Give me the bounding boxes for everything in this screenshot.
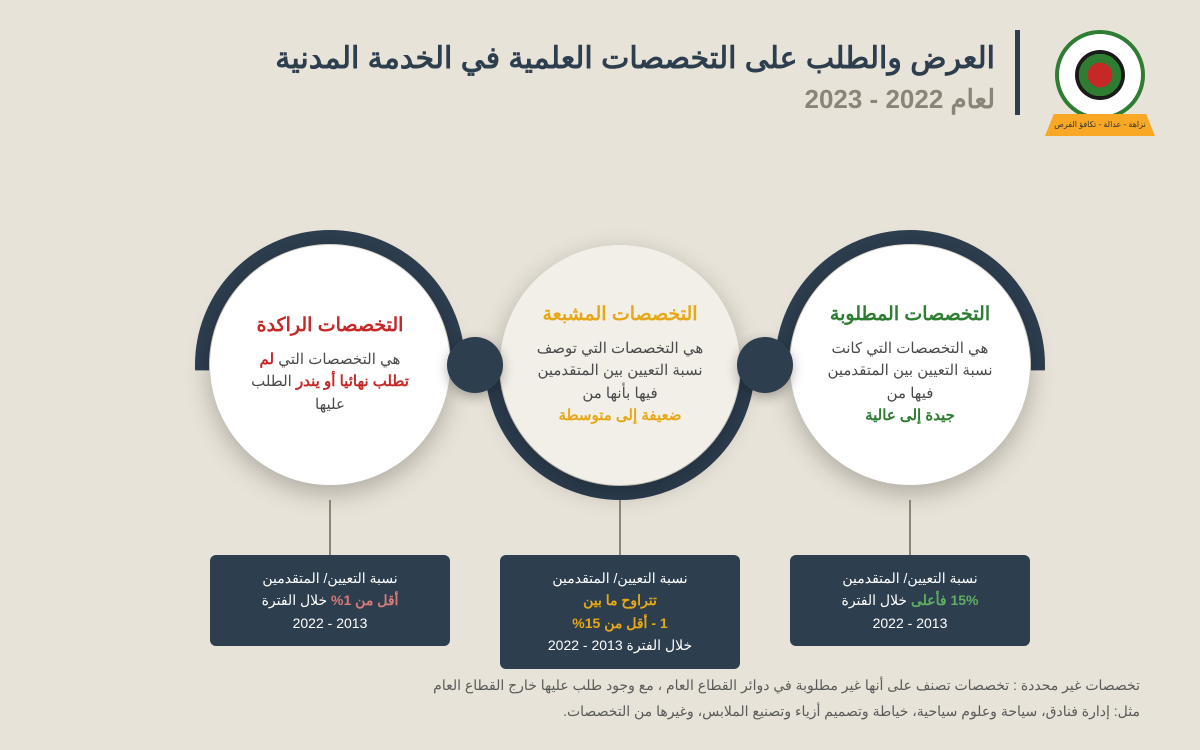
stat-box-stagnant: نسبة التعيين/ المتقدمين أقل من 1% خلال ا… bbox=[210, 555, 450, 646]
stat-highlight: تتراوح ما بين bbox=[583, 592, 657, 608]
stat-line: 2013 - 2022 bbox=[220, 612, 440, 634]
stat-text: خلال الفترة bbox=[841, 592, 910, 608]
connector-line-icon bbox=[329, 500, 331, 560]
node-desc-highlight: ضعيفة إلى متوسطة bbox=[559, 407, 682, 424]
stat-line: أقل من 1% خلال الفترة bbox=[220, 589, 440, 611]
categories-diagram: التخصصات المطلوبة هي التخصصات التي كانت … bbox=[0, 230, 1200, 510]
stat-highlight: 1 - أقل من 15% bbox=[572, 615, 667, 631]
stat-box-required: نسبة التعيين/ المتقدمين 15% فأعلى خلال ا… bbox=[790, 555, 1030, 646]
stat-line: نسبة التعيين/ المتقدمين bbox=[220, 567, 440, 589]
stat-box-saturated: نسبة التعيين/ المتقدمين تتراوح ما بين 1 … bbox=[500, 555, 740, 669]
stat-highlight: أقل من 1% bbox=[331, 592, 398, 608]
node-title: التخصصات المشبعة bbox=[542, 303, 697, 326]
stat-line: نسبة التعيين/ المتقدمين bbox=[800, 567, 1020, 589]
stat-line: نسبة التعيين/ المتقدمين bbox=[510, 567, 730, 589]
page-title: العرض والطلب على التخصصات العلمية في الخ… bbox=[275, 38, 995, 80]
header: نزاهة - عدالة - تكافؤ الفرص العرض والطلب… bbox=[40, 30, 1160, 150]
node-title: التخصصات الراكدة bbox=[257, 314, 404, 337]
footer-line: مثل: إدارة فنادق، سياحة وعلوم سياحية، خي… bbox=[60, 698, 1140, 725]
logo-emblem-icon bbox=[1055, 30, 1145, 120]
page-subtitle: لعام 2022 - 2023 bbox=[275, 84, 995, 115]
node-desc-text: هي التخصصات التي كانت نسبة التعيين بين ا… bbox=[827, 340, 992, 402]
logo: نزاهة - عدالة - تكافؤ الفرص bbox=[1040, 30, 1160, 150]
stat-line: 2013 - 2022 bbox=[800, 612, 1020, 634]
node-description: هي التخصصات التي توصف نسبة التعيين بين ا… bbox=[530, 338, 710, 428]
connector-line-icon bbox=[909, 500, 911, 560]
footer-note: تخصصات غير محددة : تخصصات تصنف على أنها … bbox=[60, 672, 1140, 725]
stat-highlight: 15% فأعلى bbox=[911, 592, 979, 608]
node-desc-text: هي التخصصات التي bbox=[278, 351, 400, 368]
node-description: هي التخصصات التي كانت نسبة التعيين بين ا… bbox=[820, 338, 1000, 428]
node-description: هي التخصصات التي لم تطلب نهائيا أو يندر … bbox=[240, 349, 420, 417]
node-desc-highlight: جيدة إلى عالية bbox=[865, 407, 955, 424]
stat-line: 1 - أقل من 15% bbox=[510, 612, 730, 634]
footer-line: تخصصات غير محددة : تخصصات تصنف على أنها … bbox=[60, 672, 1140, 699]
stat-line: خلال الفترة 2013 - 2022 bbox=[510, 634, 730, 656]
node-desc-text: هي التخصصات التي توصف نسبة التعيين بين ا… bbox=[537, 340, 704, 402]
connector-joint-icon bbox=[737, 337, 793, 393]
stat-line: 15% فأعلى خلال الفترة bbox=[800, 589, 1020, 611]
connector-line-icon bbox=[619, 500, 621, 560]
title-block: العرض والطلب على التخصصات العلمية في الخ… bbox=[275, 30, 1020, 115]
logo-banner: نزاهة - عدالة - تكافؤ الفرص bbox=[1045, 114, 1155, 136]
node-title: التخصصات المطلوبة bbox=[830, 303, 990, 326]
category-node-required: التخصصات المطلوبة هي التخصصات التي كانت … bbox=[790, 245, 1030, 485]
connector-joint-icon bbox=[447, 337, 503, 393]
category-node-saturated: التخصصات المشبعة هي التخصصات التي توصف ن… bbox=[500, 245, 740, 485]
stat-text: خلال الفترة bbox=[262, 592, 331, 608]
stat-line: تتراوح ما بين bbox=[510, 589, 730, 611]
category-node-stagnant: التخصصات الراكدة هي التخصصات التي لم تطل… bbox=[210, 245, 450, 485]
